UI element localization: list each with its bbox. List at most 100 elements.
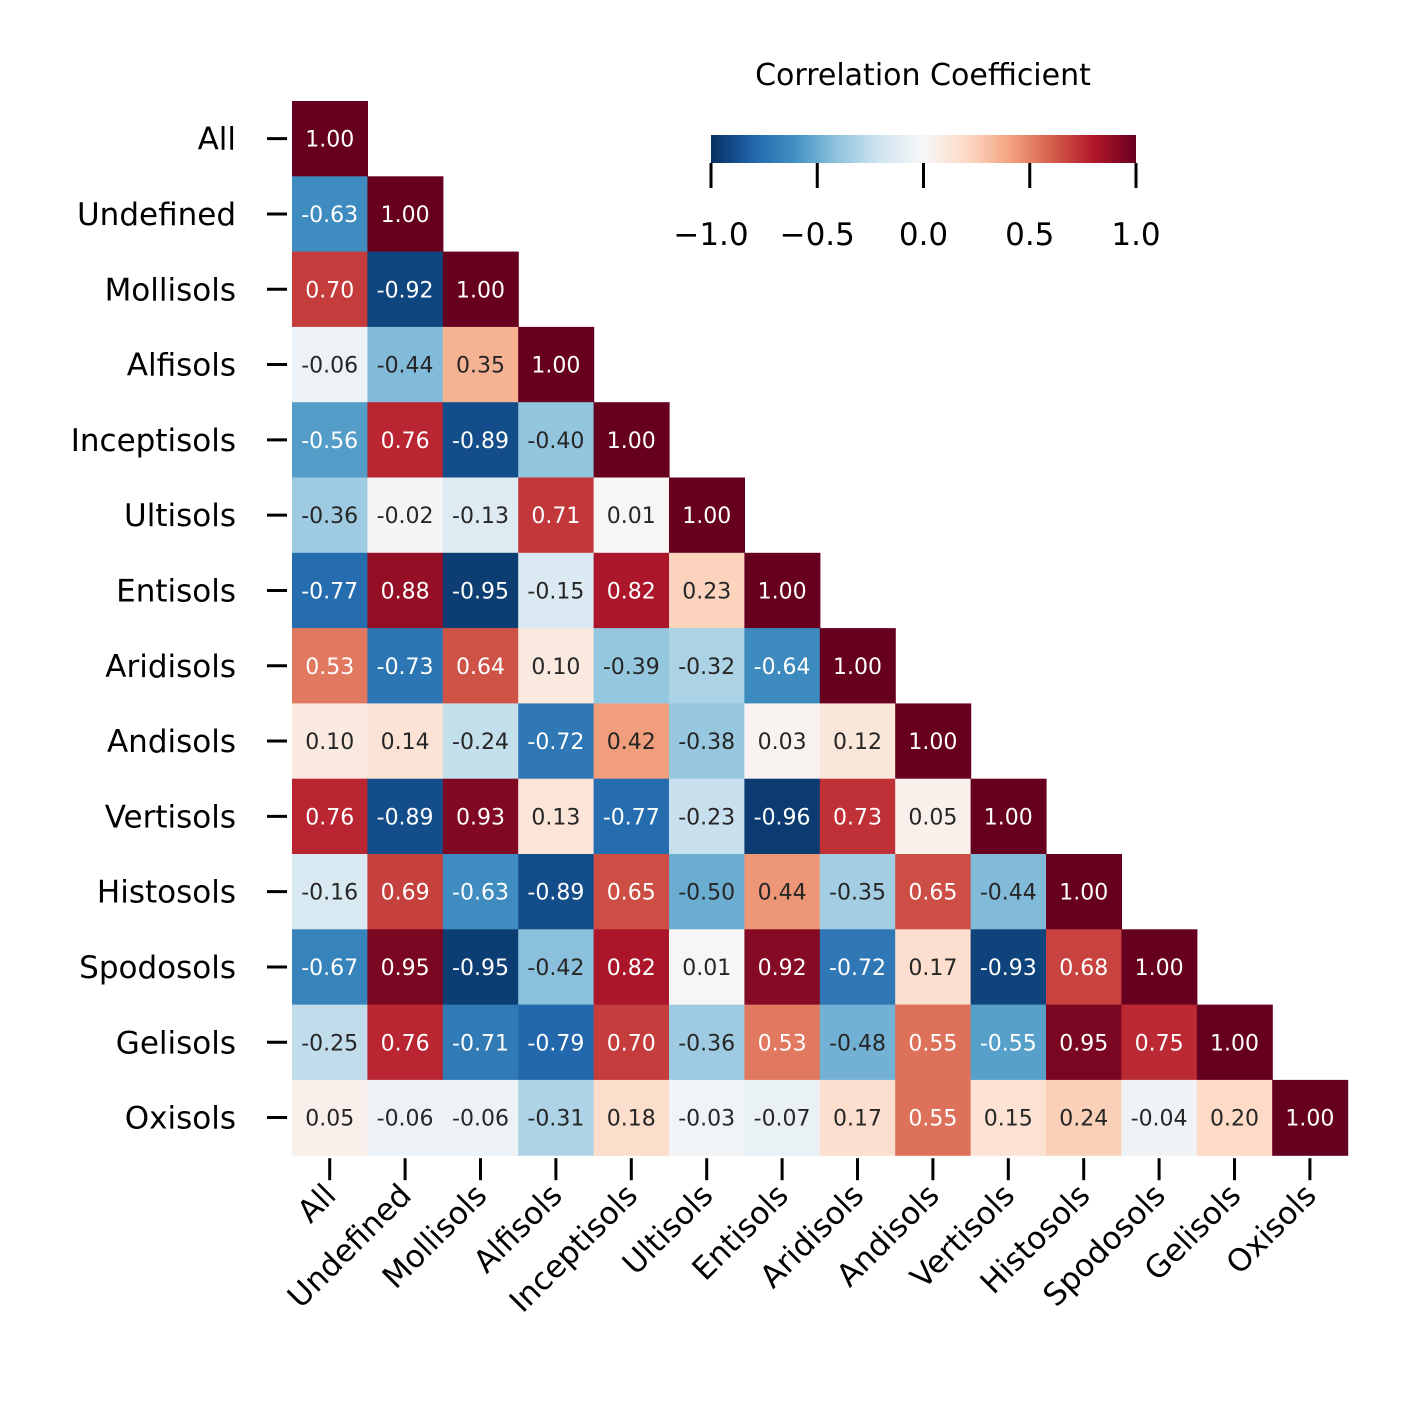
heatmap-cell-rect	[442, 402, 519, 479]
colorbar-tick-label: 0.5	[1005, 217, 1054, 253]
heatmap-cell-value: -0.55	[980, 1031, 1037, 1056]
heatmap-cell: 1.00	[1196, 1004, 1273, 1081]
heatmap-cell-value: -0.06	[301, 354, 358, 379]
heatmap-cell: 1.00	[669, 477, 745, 554]
heatmap-cell-rect	[970, 1004, 1047, 1081]
colorbar-tick-label: 0.0	[899, 217, 948, 253]
heatmap-cell-value: 0.01	[607, 504, 656, 529]
heatmap-cell: -0.55	[970, 1004, 1047, 1081]
heatmap-cell: 0.23	[669, 552, 745, 629]
heatmap-cell-value: 1.00	[381, 203, 430, 228]
heatmap-cell-value: -0.31	[527, 1107, 584, 1132]
heatmap-cell-value: 0.76	[381, 1031, 430, 1056]
heatmap-cell-value: 0.82	[607, 579, 656, 604]
heatmap-cell-rect	[442, 477, 519, 554]
heatmap-cell-rect	[292, 628, 368, 704]
heatmap-cell-rect	[819, 703, 896, 780]
heatmap-cell-value: -0.95	[452, 579, 509, 604]
heatmap-cell: -0.71	[442, 1004, 519, 1081]
heatmap-cell-rect	[593, 477, 670, 554]
heatmap-cell-value: 0.53	[305, 655, 354, 680]
y-label-ultisols: Ultisols	[124, 498, 236, 534]
heatmap-cell: 0.92	[744, 929, 821, 1006]
heatmap-cell-value: 0.88	[381, 579, 430, 604]
heatmap-cell: -0.36	[669, 1004, 745, 1081]
heatmap-cell: -0.95	[442, 929, 519, 1006]
heatmap-cell: -0.56	[292, 402, 368, 479]
heatmap-cell-value: 1.00	[908, 730, 957, 755]
x-label-all: All	[291, 1177, 344, 1230]
heatmap-cell: 0.82	[593, 552, 670, 629]
heatmap-cell-value: 0.14	[381, 730, 430, 755]
heatmap-cell-value: -0.23	[678, 805, 735, 830]
heatmap-cell-value: 0.75	[1135, 1031, 1184, 1056]
heatmap-cell-value: 0.76	[381, 429, 430, 454]
heatmap-cell: -0.07	[744, 1079, 821, 1156]
heatmap-cell-value: -0.72	[527, 730, 584, 755]
heatmap-cell-value: -0.06	[452, 1107, 509, 1132]
heatmap-cell-rect	[292, 854, 368, 930]
heatmap-cell: -0.40	[518, 402, 595, 479]
y-label-histosols: Histosols	[97, 875, 236, 911]
heatmap-cell-rect	[819, 854, 896, 930]
heatmap-cell-value: 0.65	[607, 881, 656, 906]
heatmap-cell-rect	[593, 1004, 670, 1081]
colorbar: Correlation Coefficient −1.0 −0.5 0.0 0.5 1.…	[673, 58, 1160, 253]
heatmap-cell: 0.53	[744, 1004, 821, 1081]
heatmap-cell: 0.76	[367, 402, 444, 479]
heatmap-cell-rect	[669, 1004, 745, 1081]
heatmap-cell-rect	[518, 854, 595, 930]
heatmap-cell-value: -0.73	[377, 655, 434, 680]
heatmap-cell: -0.63	[292, 176, 368, 253]
heatmap-cell-rect	[1046, 929, 1122, 1006]
heatmap-cell-value: 0.10	[305, 730, 354, 755]
heatmap-cell-rect	[292, 929, 368, 1006]
heatmap-cell: -0.06	[442, 1079, 519, 1156]
heatmap-cell-value: 1.00	[1135, 956, 1184, 981]
heatmap-cell-value: 0.05	[305, 1107, 354, 1132]
heatmap-cell-value: 0.20	[1210, 1107, 1259, 1132]
heatmap-cell: -0.67	[292, 929, 368, 1006]
heatmap-cell: -0.79	[518, 1004, 595, 1081]
heatmap-cell-value: 0.55	[908, 1107, 957, 1132]
heatmap-cell-value: -0.40	[527, 429, 584, 454]
heatmap-cell: 0.88	[367, 552, 444, 629]
heatmap-cell-rect	[1046, 1004, 1122, 1081]
heatmap-cell-value: -0.07	[754, 1107, 811, 1132]
heatmap-cell-value: -0.42	[527, 956, 584, 981]
heatmap-cell: -0.44	[367, 326, 444, 403]
heatmap-cell: -0.31	[518, 1079, 595, 1156]
heatmap-cell: 0.73	[819, 778, 896, 855]
heatmap-cell: 0.68	[1046, 929, 1122, 1006]
heatmap-cell: -0.64	[744, 628, 821, 704]
heatmap-cell-rect	[442, 251, 519, 328]
heatmap-cell-rect	[442, 854, 519, 930]
heatmap-cell-rect	[442, 1079, 519, 1156]
heatmap-cell-rect	[518, 326, 595, 403]
heatmap-cell-value: 1.00	[531, 354, 580, 379]
heatmap-cell: 1.00	[819, 628, 896, 704]
heatmap-cell: 0.05	[292, 1079, 368, 1156]
heatmap-cell: -0.32	[669, 628, 745, 704]
heatmap-cell-rect	[819, 778, 896, 855]
heatmap-cell-rect	[744, 628, 821, 704]
heatmap-cell-rect	[292, 703, 368, 780]
heatmap-cell-rect	[895, 1079, 972, 1156]
heatmap-cell: -0.13	[442, 477, 519, 554]
heatmap-cell-rect	[518, 703, 595, 780]
heatmap-cell-value: -0.06	[377, 1107, 434, 1132]
heatmap-cell-rect	[1196, 1079, 1273, 1156]
heatmap-cell: 1.00	[367, 176, 444, 253]
heatmap-cell: 0.18	[593, 1079, 670, 1156]
heatmap-cell-value: -0.89	[377, 805, 434, 830]
heatmap-cells: 1.00 -0.63 1.00 0.70 -0.92 1.00 -0.06 -0.44 0.35…	[292, 101, 1349, 1156]
heatmap-cell-rect	[442, 1004, 519, 1081]
heatmap-cell-value: 0.76	[305, 805, 354, 830]
heatmap-cell: 0.53	[292, 628, 368, 704]
heatmap-cell: -0.42	[518, 929, 595, 1006]
heatmap-cell-value: -0.67	[301, 956, 358, 981]
colorbar-ticks: −1.0 −0.5 0.0 0.5 1.0	[673, 163, 1161, 253]
heatmap-cell-rect	[367, 854, 444, 930]
heatmap-cell-value: 1.00	[758, 579, 807, 604]
heatmap-cell-value: 0.71	[531, 504, 580, 529]
